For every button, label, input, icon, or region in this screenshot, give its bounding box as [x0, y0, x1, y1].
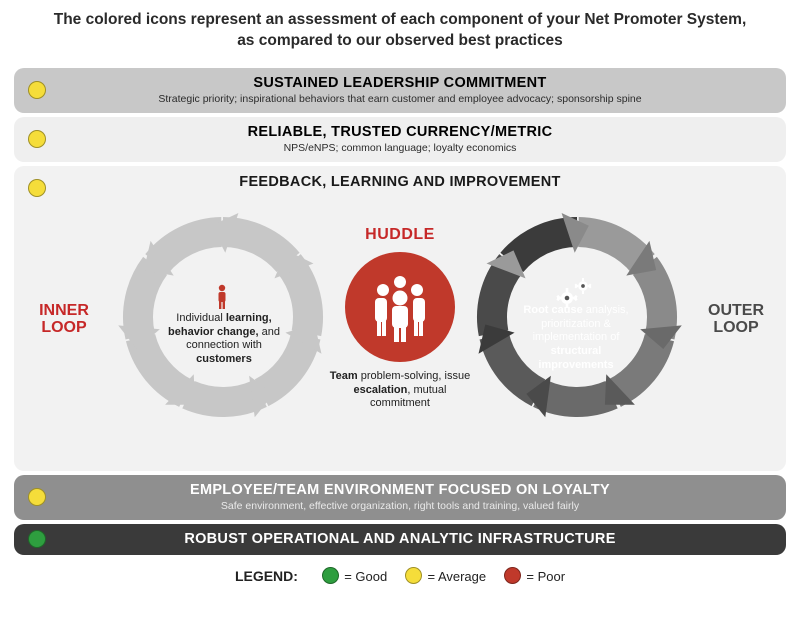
outer-loop-label: OUTER LOOP: [706, 302, 766, 337]
bar-feedback-title: FEEDBACK, LEARNING AND IMPROVEMENT: [28, 174, 772, 190]
legend-label-average: = Average: [427, 569, 486, 584]
status-dot-employee: [28, 488, 46, 506]
status-dot-infrastructure: [28, 530, 46, 548]
legend-title: LEGEND:: [235, 568, 298, 584]
bar-infrastructure-title: ROBUST OPERATIONAL AND ANALYTIC INFRASTR…: [28, 531, 772, 547]
bar-employee: EMPLOYEE/TEAM ENVIRONMENT FOCUSED ON LOY…: [14, 475, 786, 520]
legend-label-good: = Good: [344, 569, 387, 584]
bar-leadership: SUSTAINED LEADERSHIP COMMITMENT Strategi…: [14, 68, 786, 113]
bar-employee-title: EMPLOYEE/TEAM ENVIRONMENT FOCUSED ON LOY…: [28, 482, 772, 498]
bar-metric-sub: NPS/eNPS; common language; loyalty econo…: [28, 142, 772, 154]
huddle-sub-text: Team problem-solving, issue escalation, …: [325, 370, 475, 411]
bar-feedback: FEEDBACK, LEARNING AND IMPROVEMENT INNER…: [14, 166, 786, 471]
bar-employee-sub: Safe environment, effective organization…: [28, 500, 772, 512]
bar-infrastructure: ROBUST OPERATIONAL AND ANALYTIC INFRASTR…: [14, 524, 786, 555]
status-dot-metric: [28, 130, 46, 148]
status-dot-leadership: [28, 81, 46, 99]
bar-metric: RELIABLE, TRUSTED CURRENCY/METRIC NPS/eN…: [14, 117, 786, 162]
huddle-circle-icon: [345, 252, 455, 362]
team-people-icon: [361, 268, 439, 346]
legend-dot-average: [405, 567, 422, 584]
loops-diagram: INNER LOOP OUTER LOOP: [28, 194, 772, 459]
huddle-label: HUDDLE: [365, 226, 435, 244]
legend-label-poor: = Poor: [526, 569, 565, 584]
bar-metric-title: RELIABLE, TRUSTED CURRENCY/METRIC: [28, 124, 772, 140]
legend-dot-good: [322, 567, 339, 584]
page-title: The colored icons represent an assessmen…: [0, 0, 800, 64]
person-icon: [213, 284, 231, 310]
outer-loop-text: Root cause analysis, prioritization & im…: [512, 304, 640, 373]
bar-leadership-title: SUSTAINED LEADERSHIP COMMITMENT: [28, 75, 772, 91]
inner-loop-label: INNER LOOP: [34, 302, 94, 337]
legend-dot-poor: [504, 567, 521, 584]
legend: LEGEND: = Good = Average = Poor: [0, 559, 800, 584]
bar-leadership-sub: Strategic priority; inspirational behavi…: [28, 93, 772, 105]
inner-loop-text: Individual learning, behavior change, an…: [160, 312, 288, 367]
